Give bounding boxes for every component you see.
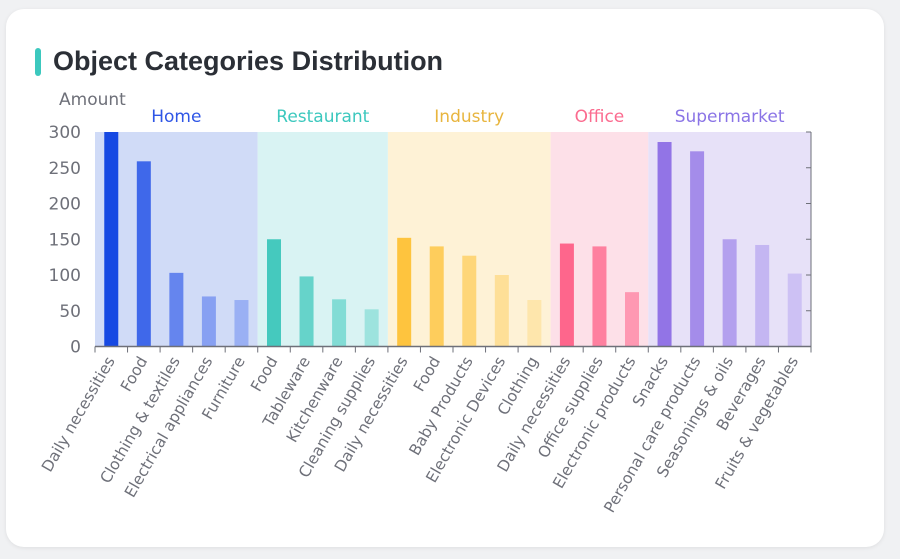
y-tick-label: 0 [70,338,81,358]
x-tick-label: Daily necessities [38,354,119,476]
bar [559,243,574,347]
group-label: Home [151,107,201,127]
y-tick-label: 50 [59,302,81,322]
chart-title: Object Categories Distribution [53,46,444,76]
group-label: Restaurant [276,107,369,127]
y-tick-label: 150 [49,230,81,250]
group-label: Supermarket [675,107,785,127]
y-tick-label: 250 [49,159,81,179]
bar [429,246,444,347]
bar [299,276,314,347]
bar [136,161,151,347]
bar [462,255,477,347]
y-tick-label: 200 [49,195,81,215]
x-tick-label: Food [117,354,151,395]
bar [104,132,119,347]
bar [527,300,542,347]
title-accent-bar [35,48,41,76]
group-label: Industry [434,107,504,127]
x-tick-label: Food [247,354,281,395]
bar [201,296,216,347]
bar [755,244,770,347]
bar [657,142,672,347]
y-axis-label: Amount [59,90,126,110]
bar [364,309,379,347]
bar [625,292,639,347]
y-tick-label: 300 [49,123,81,143]
bar [332,299,347,347]
group-label: Office [575,107,625,127]
bar [397,237,412,347]
bar [690,151,705,347]
bar [169,272,184,347]
bar [592,246,607,347]
bar [234,300,249,347]
bar [722,239,737,347]
x-tick-label: Food [410,354,444,395]
bar [494,275,509,347]
y-tick-label: 100 [49,266,81,286]
bar [267,239,281,347]
bar [787,273,802,347]
